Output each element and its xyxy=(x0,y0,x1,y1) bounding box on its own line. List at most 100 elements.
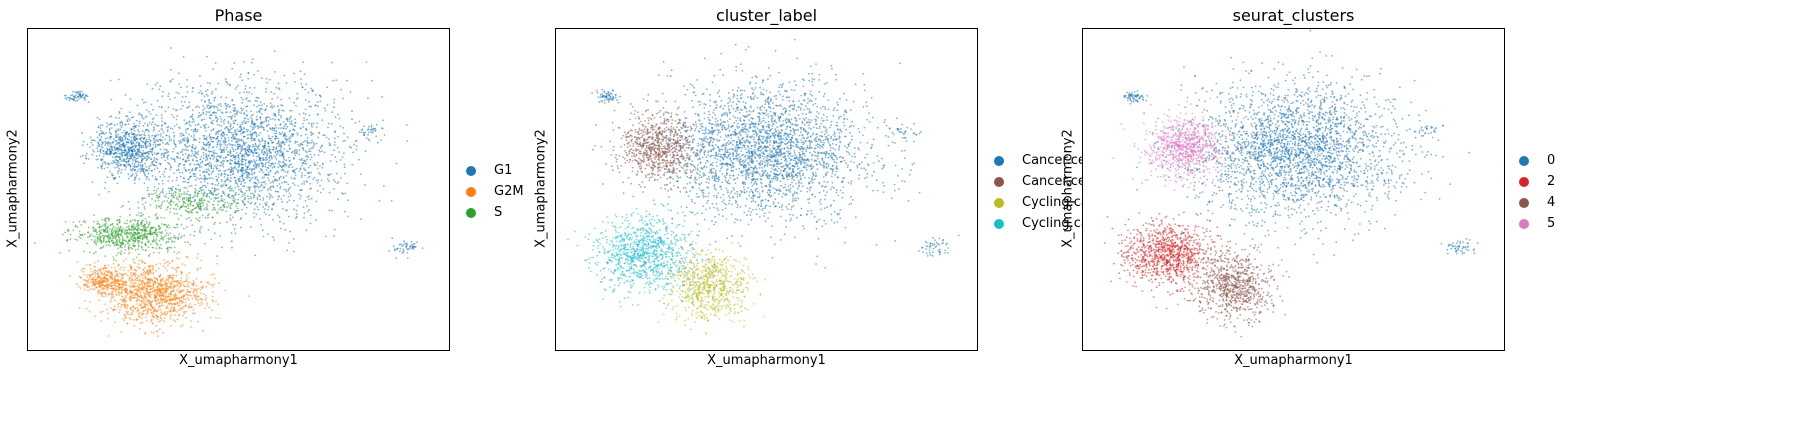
scatter-point xyxy=(164,267,167,269)
scatter-point xyxy=(212,105,215,107)
scatter-point xyxy=(237,154,240,156)
scatter-point xyxy=(258,162,260,165)
scatter-point xyxy=(286,209,288,212)
scatter-point xyxy=(139,215,141,217)
scatter-point xyxy=(130,142,133,144)
scatter-point xyxy=(223,136,226,139)
scatter-point xyxy=(85,263,88,266)
scatter-point xyxy=(193,147,196,150)
scatter-point xyxy=(198,288,200,290)
scatter-point xyxy=(137,144,140,146)
scatter-point xyxy=(381,127,384,130)
scatter-point xyxy=(334,156,337,159)
scatter-point xyxy=(127,149,130,152)
scatter-point xyxy=(89,146,91,149)
scatter-point xyxy=(302,61,304,63)
scatter-point xyxy=(160,216,163,219)
scatter-point xyxy=(200,301,203,304)
scatter-point xyxy=(124,94,127,96)
scatter-point xyxy=(283,74,286,77)
scatter-point xyxy=(197,302,200,305)
scatter-point xyxy=(204,156,207,158)
scatter-point xyxy=(295,213,298,215)
scatter-point xyxy=(252,127,255,130)
scatter-point xyxy=(315,142,318,145)
scatter-point xyxy=(225,107,228,110)
scatter-point xyxy=(279,187,282,190)
scatter-point xyxy=(254,201,257,204)
scatter-point xyxy=(132,223,135,226)
scatter-point xyxy=(266,189,269,192)
scatter-point xyxy=(188,105,191,108)
scatter-point xyxy=(124,313,126,315)
scatter-point xyxy=(198,141,201,144)
scatter-point xyxy=(100,135,103,138)
scatter-point xyxy=(165,224,167,227)
scatter-point xyxy=(164,110,167,113)
scatter-point xyxy=(107,264,110,267)
scatter-point xyxy=(178,301,181,303)
scatter-point xyxy=(210,190,212,192)
scatter-point xyxy=(222,120,225,123)
scatter-point xyxy=(73,99,76,101)
scatter-point xyxy=(127,117,130,120)
scatter-point xyxy=(334,180,336,183)
scatter-point xyxy=(215,175,218,178)
scatter-point xyxy=(142,155,145,158)
scatter-point xyxy=(263,144,266,146)
scatter-point xyxy=(120,107,123,110)
scatter-point xyxy=(95,228,97,230)
scatter-point xyxy=(99,127,102,129)
scatter-point xyxy=(107,144,109,147)
scatter-point xyxy=(179,140,182,142)
scatter-point xyxy=(296,204,299,207)
scatter-point xyxy=(64,94,66,97)
scatter-point xyxy=(179,133,182,135)
scatter-point xyxy=(122,298,125,300)
scatter-point xyxy=(230,155,233,158)
scatter-point xyxy=(293,158,295,160)
scatter-point xyxy=(174,314,177,317)
scatter-point xyxy=(224,289,227,292)
scatter-point xyxy=(94,251,97,253)
scatter-point xyxy=(250,197,253,200)
scatter-point xyxy=(81,233,84,236)
scatter-point xyxy=(178,314,181,317)
scatter-point xyxy=(313,153,316,156)
scatter-point xyxy=(140,136,143,139)
scatter-point xyxy=(197,163,200,166)
scatter-point xyxy=(118,286,121,289)
scatter-point xyxy=(268,149,270,152)
scatter-point xyxy=(182,137,185,140)
scatter-point xyxy=(130,157,133,160)
scatter-point xyxy=(268,187,270,190)
scatter-point xyxy=(100,166,103,169)
scatter-point xyxy=(112,309,115,312)
scatter-point xyxy=(116,162,119,164)
scatter-point xyxy=(117,164,120,167)
scatter-point xyxy=(105,293,107,296)
scatter-point xyxy=(94,273,97,276)
scatter-point xyxy=(191,87,194,89)
scatter-point xyxy=(238,164,241,167)
scatter-point xyxy=(206,205,209,207)
scatter-point xyxy=(179,285,181,288)
scatter-point xyxy=(399,248,402,250)
scatter-point xyxy=(355,148,358,151)
scatter-point xyxy=(256,118,259,121)
scatter-point xyxy=(158,304,161,307)
scatter-point xyxy=(160,319,163,322)
scatter-point xyxy=(220,143,223,146)
scatter-point xyxy=(226,144,229,146)
scatter-point xyxy=(98,132,101,135)
scatter-point xyxy=(257,186,260,189)
scatter-point xyxy=(155,316,158,319)
scatter-point xyxy=(122,152,125,154)
scatter-point xyxy=(150,320,152,323)
scatter-point xyxy=(104,140,106,143)
scatter-point xyxy=(249,179,252,182)
scatter-point xyxy=(324,235,327,238)
series-0 xyxy=(64,47,424,260)
scatter-point xyxy=(146,304,149,307)
scatter-point xyxy=(144,157,146,160)
